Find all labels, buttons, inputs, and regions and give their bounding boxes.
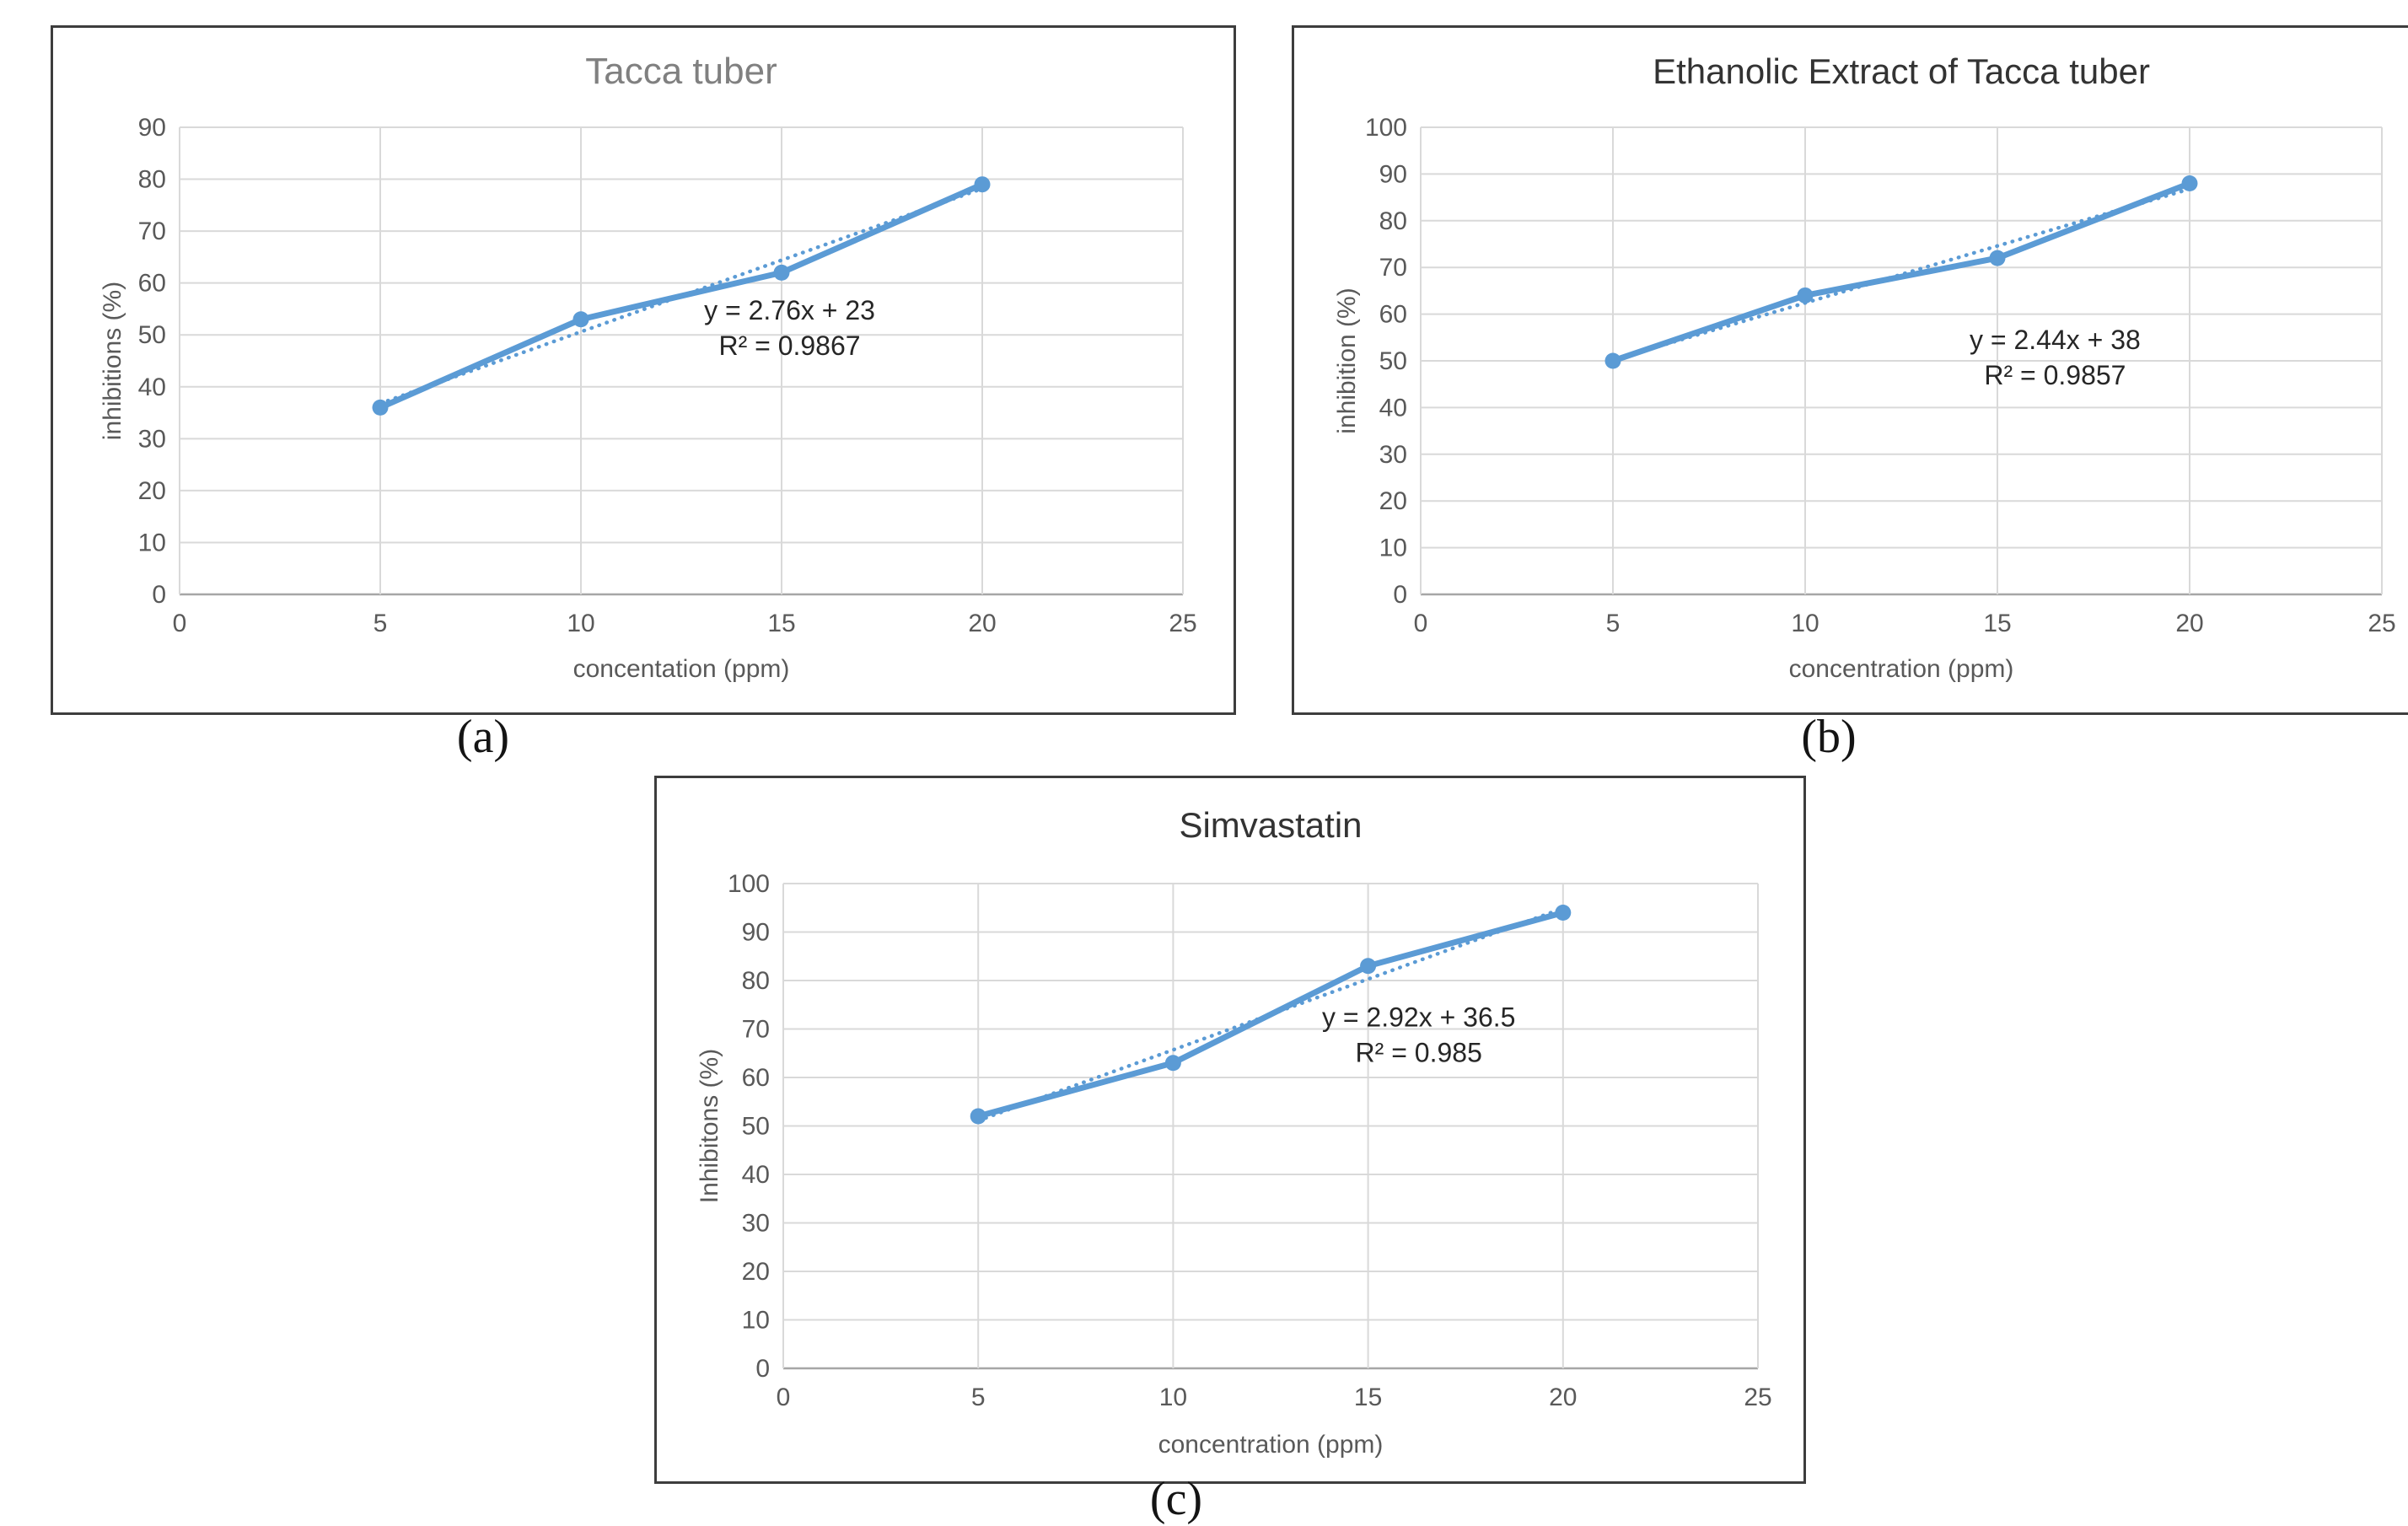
chart-canvas-ethanolic-extract: 0 10 20 30 40 50 60 70 80 90 100 0 5 10 15 20 25 Ethanoli…: [1333, 51, 2396, 683]
svg-text:0: 0: [173, 610, 187, 637]
svg-text:40: 40: [1379, 394, 1407, 422]
svg-text:0: 0: [777, 1384, 791, 1411]
svg-text:20: 20: [2175, 610, 2203, 637]
svg-text:Inhibitons (%): Inhibitons (%): [696, 1049, 723, 1203]
svg-text:70: 70: [742, 1016, 770, 1044]
chart-panel-simvastatin: 0 10 20 30 40 50 60 70 80 90 100 0 5 10 15 20 25 Simvasta…: [654, 776, 1806, 1484]
svg-text:concentration (ppm): concentration (ppm): [1789, 655, 2014, 683]
svg-text:y = 2.76x + 23: y = 2.76x + 23: [704, 295, 875, 325]
svg-text:inhibitions (%): inhibitions (%): [99, 282, 126, 440]
svg-text:25: 25: [1744, 1384, 1771, 1411]
svg-text:10: 10: [1379, 535, 1407, 562]
chart-panel-tacca-tuber: 0 10 20 30 40 50 60 70 80 90 0 5 10 15 20 25 Tacca tuber…: [51, 25, 1236, 715]
svg-text:25: 25: [1169, 610, 1196, 637]
svg-text:R² = 0.985: R² = 0.985: [1356, 1038, 1482, 1068]
svg-text:5: 5: [1606, 610, 1621, 637]
svg-text:90: 90: [742, 919, 770, 947]
svg-text:Tacca tuber: Tacca tuber: [585, 51, 777, 92]
svg-text:90: 90: [138, 114, 166, 142]
svg-text:y = 2.92x + 36.5: y = 2.92x + 36.5: [1322, 1002, 1516, 1033]
subfigure-label-a: (a): [456, 711, 510, 763]
svg-text:50: 50: [1379, 347, 1407, 375]
svg-text:100: 100: [728, 870, 770, 898]
svg-text:80: 80: [742, 967, 770, 995]
svg-text:concentration (ppm): concentration (ppm): [1158, 1431, 1384, 1459]
svg-text:0: 0: [1393, 581, 1407, 609]
svg-text:0: 0: [1414, 610, 1428, 637]
chart-canvas-tacca-tuber: 0 10 20 30 40 50 60 70 80 90 0 5 10 15 20 25 Tacca tuber…: [99, 51, 1197, 683]
svg-text:40: 40: [138, 373, 166, 401]
svg-text:15: 15: [1983, 610, 2011, 637]
svg-text:20: 20: [1379, 487, 1407, 515]
svg-text:20: 20: [1549, 1384, 1577, 1411]
svg-text:Ethanolic Extract of Tacca tub: Ethanolic Extract of Tacca tuber: [1653, 51, 2150, 91]
svg-text:90: 90: [1379, 160, 1407, 188]
svg-text:10: 10: [742, 1307, 770, 1335]
chart-canvas-simvastatin: 0 10 20 30 40 50 60 70 80 90 100 0 5 10 15 20 25 Simvasta…: [696, 805, 1772, 1459]
svg-text:5: 5: [971, 1384, 986, 1411]
subfigure-label-c: (c): [1149, 1473, 1203, 1525]
svg-text:Simvastatin: Simvastatin: [1179, 805, 1362, 845]
svg-text:70: 70: [138, 218, 166, 245]
svg-text:20: 20: [138, 477, 166, 505]
svg-text:80: 80: [1379, 207, 1407, 235]
svg-text:100: 100: [1365, 114, 1407, 142]
svg-text:10: 10: [1159, 1384, 1187, 1411]
svg-text:20: 20: [742, 1258, 770, 1286]
svg-text:25: 25: [2368, 610, 2395, 637]
svg-text:5: 5: [374, 610, 388, 637]
svg-text:30: 30: [1379, 441, 1407, 469]
svg-text:15: 15: [767, 610, 795, 637]
svg-text:0: 0: [152, 581, 166, 609]
svg-text:20: 20: [968, 610, 996, 637]
svg-text:50: 50: [742, 1113, 770, 1141]
svg-text:10: 10: [138, 529, 166, 556]
svg-text:R² = 0.9867: R² = 0.9867: [718, 330, 860, 361]
svg-text:60: 60: [1379, 301, 1407, 329]
subfigure-label-b: (b): [1801, 711, 1857, 763]
svg-text:15: 15: [1354, 1384, 1382, 1411]
svg-text:R² = 0.9857: R² = 0.9857: [1984, 360, 2126, 390]
svg-text:0: 0: [755, 1355, 770, 1383]
svg-text:10: 10: [1791, 610, 1819, 637]
svg-text:60: 60: [742, 1064, 770, 1092]
chart-panel-ethanolic-extract: 0 10 20 30 40 50 60 70 80 90 100 0 5 10 15 20 25 Ethanoli…: [1292, 25, 2408, 715]
svg-text:y = 2.44x + 38: y = 2.44x + 38: [1970, 325, 2141, 355]
svg-text:50: 50: [138, 321, 166, 349]
svg-text:70: 70: [1379, 254, 1407, 282]
svg-text:30: 30: [742, 1210, 770, 1238]
svg-text:inhibition (%): inhibition (%): [1333, 287, 1361, 433]
svg-text:40: 40: [742, 1161, 770, 1189]
svg-text:80: 80: [138, 166, 166, 194]
svg-text:10: 10: [567, 610, 594, 637]
svg-text:concentation (ppm): concentation (ppm): [573, 655, 790, 683]
svg-text:60: 60: [138, 270, 166, 298]
svg-text:30: 30: [138, 425, 166, 453]
